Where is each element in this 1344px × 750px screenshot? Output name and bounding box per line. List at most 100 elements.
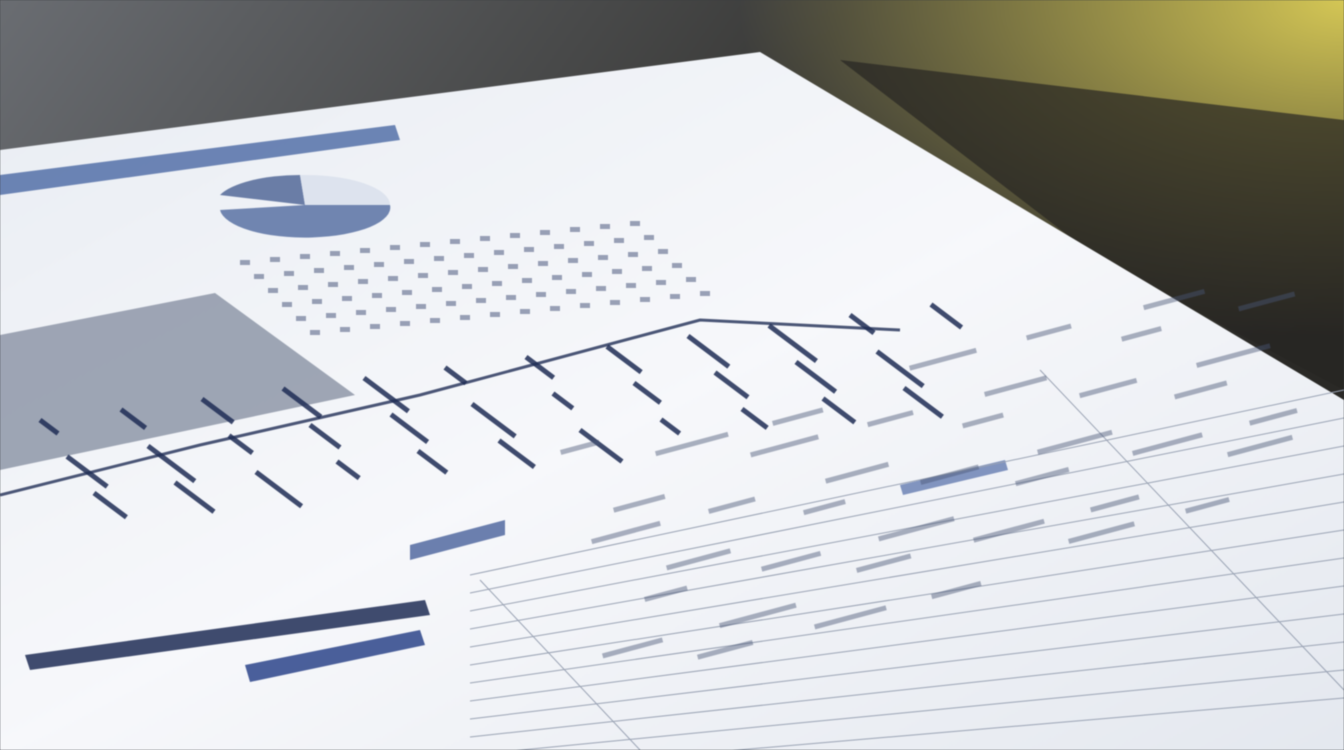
text-mark xyxy=(867,410,914,428)
table-cell-mark xyxy=(390,245,400,250)
chart-bar xyxy=(686,334,731,369)
table-cell-mark xyxy=(522,278,532,283)
chart-bar xyxy=(605,344,643,375)
text-mark xyxy=(878,516,955,542)
chart-bar xyxy=(362,375,410,414)
table-cell-mark xyxy=(370,324,380,329)
table-cell-mark xyxy=(268,288,278,293)
area-chart-block xyxy=(0,293,355,470)
table-rule xyxy=(469,529,1344,666)
text-mark xyxy=(1026,323,1072,341)
table-cell-mark xyxy=(476,298,486,303)
text-mark xyxy=(560,439,600,455)
blue-banner xyxy=(25,600,430,670)
table-cell-mark xyxy=(492,281,502,286)
table-cell-mark xyxy=(434,256,444,261)
text-mark xyxy=(1121,326,1162,342)
text-mark xyxy=(824,461,890,484)
text-mark xyxy=(855,553,912,573)
table-cell-mark xyxy=(330,251,340,256)
text-mark xyxy=(1249,408,1298,426)
table-cell-mark xyxy=(612,269,622,274)
table-cell-mark xyxy=(640,297,650,302)
table-cell-mark xyxy=(494,250,504,255)
chart-bar xyxy=(578,428,624,464)
table-rule xyxy=(469,613,1344,720)
chart-bar xyxy=(254,470,304,509)
table-cell-mark xyxy=(400,321,410,326)
table-cell-mark xyxy=(490,312,500,317)
text-mark xyxy=(1079,377,1138,399)
chart-bar xyxy=(740,406,769,430)
table-cell-mark xyxy=(402,290,412,295)
table-cell-mark xyxy=(554,244,564,249)
table-cell-mark xyxy=(430,318,440,323)
table-rule xyxy=(469,389,1344,576)
table-rule xyxy=(469,641,1344,738)
table-cell-mark xyxy=(478,267,488,272)
table-rule xyxy=(469,557,1344,684)
chart-bar xyxy=(65,454,109,489)
table-cell-mark xyxy=(700,291,710,296)
table-cell-mark xyxy=(388,276,398,281)
table-rule xyxy=(516,669,1344,750)
table-rule xyxy=(469,473,1344,630)
table-cell-mark xyxy=(296,316,306,321)
chart-bar xyxy=(470,401,517,439)
table-cell-mark xyxy=(298,285,308,290)
text-mark xyxy=(1174,380,1228,400)
table-cell-mark xyxy=(300,254,310,259)
table-cell-mark xyxy=(448,270,458,275)
text-mark xyxy=(750,434,819,458)
table-cell-mark xyxy=(596,286,606,291)
table-rule xyxy=(469,501,1344,648)
text-mark xyxy=(602,637,664,659)
table-rule xyxy=(479,579,641,750)
text-mark xyxy=(814,605,887,630)
chart-bar xyxy=(173,480,216,514)
table-cell-mark xyxy=(510,233,520,238)
blue-banner xyxy=(245,630,425,682)
table-cell-mark xyxy=(464,253,474,258)
table-cell-mark xyxy=(460,315,470,320)
text-mark xyxy=(803,499,846,516)
table-cell-mark xyxy=(508,264,518,269)
chart-bar xyxy=(497,438,536,470)
text-mark xyxy=(1238,291,1296,312)
table-cell-mark xyxy=(446,301,456,306)
chart-bar xyxy=(335,459,361,481)
text-mark xyxy=(909,347,977,371)
chart-line xyxy=(0,318,901,497)
chart-bar xyxy=(119,407,148,430)
table-cell-mark xyxy=(644,235,654,240)
text-mark xyxy=(983,375,1048,397)
table-cell-mark xyxy=(342,296,352,301)
chart-bar xyxy=(659,417,682,436)
chart-bar xyxy=(794,360,838,394)
table-cell-mark xyxy=(656,280,666,285)
text-mark xyxy=(772,407,824,426)
table-rule xyxy=(469,585,1344,702)
table-cell-mark xyxy=(642,266,652,271)
pie-slice xyxy=(300,174,391,205)
table-cell-mark xyxy=(372,293,382,298)
table-cell-mark xyxy=(312,299,322,304)
table-cell-mark xyxy=(462,284,472,289)
text-mark xyxy=(1195,343,1271,368)
table-cell-mark xyxy=(282,302,292,307)
text-mark xyxy=(707,496,756,514)
table-cell-mark xyxy=(404,259,414,264)
chart-bar xyxy=(929,302,964,330)
text-mark xyxy=(655,431,729,457)
table-cell-mark xyxy=(418,273,428,278)
table-cell-mark xyxy=(536,292,546,297)
table-cell-mark xyxy=(240,260,250,265)
text-mark xyxy=(1132,432,1203,456)
table-cell-mark xyxy=(570,227,580,232)
table-cell-mark xyxy=(520,309,530,314)
table-cell-mark xyxy=(358,279,368,284)
chart-bar xyxy=(551,391,575,411)
text-mark xyxy=(1068,521,1135,544)
text-mark xyxy=(644,585,688,602)
